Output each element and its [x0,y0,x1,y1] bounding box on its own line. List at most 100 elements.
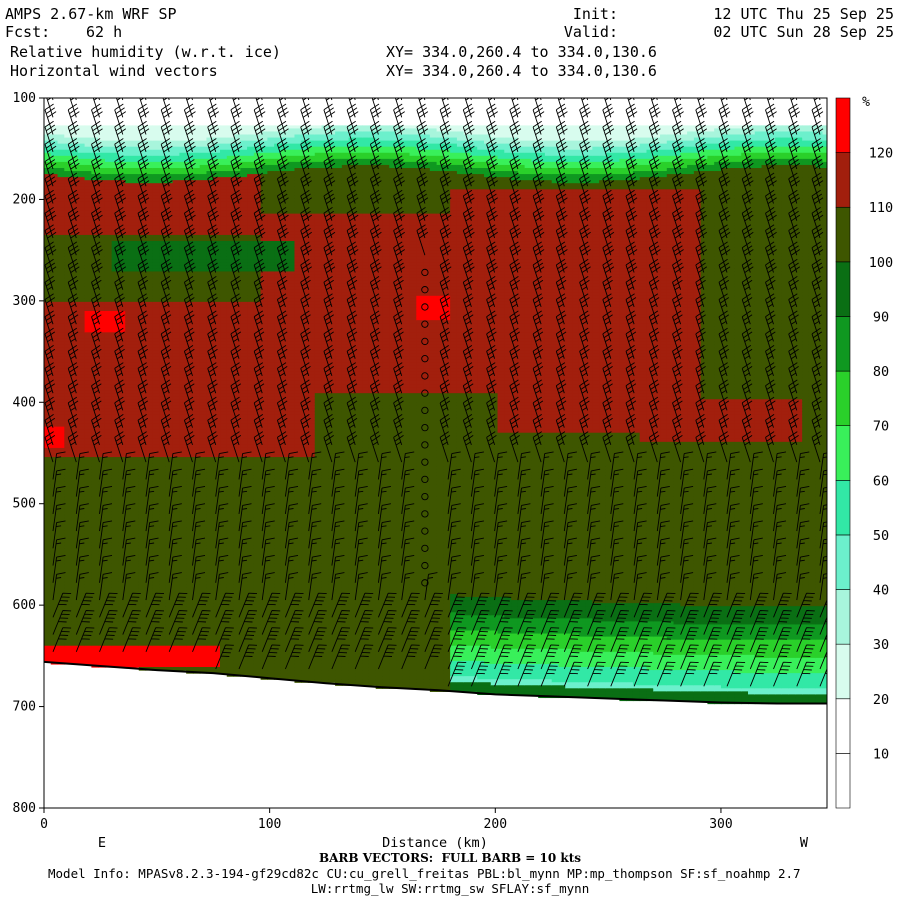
wind-barb [323,138,336,170]
wind-barb [67,207,80,239]
wind-barb [741,276,753,308]
calm-wind-marker [421,510,429,518]
wind-barb [446,98,449,101]
wind-barb [209,98,217,118]
wind-barb [369,396,381,428]
wind-barb [302,98,310,118]
wind-barb [610,661,629,687]
wind-barb [819,598,827,618]
wind-barb [587,520,601,549]
wind-barb [486,345,497,377]
calm-wind-marker [421,527,429,535]
wind-barb [183,103,196,135]
wind-barb [540,644,560,670]
wind-barb [160,241,173,273]
wind-barb [52,610,72,635]
wind-barb [439,207,452,239]
wind-barb [462,414,474,446]
wind-barb [555,207,568,239]
wind-barb [540,661,560,687]
wind-barb [238,554,252,583]
wind-barb [788,258,801,290]
wind-barb [207,362,218,394]
wind-barb [796,592,815,618]
x-tick-label: 100 [258,817,281,832]
wind-barb [765,103,777,135]
wind-barb [238,520,252,549]
wind-barb [819,667,827,687]
wind-barb [703,554,717,583]
wind-barb [192,554,206,583]
wind-barb [331,451,345,480]
wind-barb [462,310,474,342]
wind-barb [555,120,568,152]
wind-barb [819,521,827,549]
wind-barb [462,155,475,187]
colorbar-label: 40 [873,583,889,599]
wind-barb [718,172,731,204]
wind-barb [557,98,565,118]
wind-barb [773,644,792,670]
wind-barb [470,572,484,601]
wind-barb [765,414,776,446]
wind-barb [462,241,475,273]
wind-barb [695,103,708,135]
wind-barb [765,293,776,325]
wind-barb [192,503,206,532]
wind-barb [625,327,637,359]
wind-barb [672,414,683,446]
wind-barb [215,468,229,497]
wind-barb [532,172,545,204]
wind-barb [703,451,717,480]
wind-barb [230,431,242,463]
wind-barb [215,554,229,583]
wind-barb [192,572,206,601]
wind-barb [627,98,635,118]
wind-barb [532,224,545,256]
y-tick-label: 200 [13,192,36,207]
wind-barb [486,431,497,463]
wind-barb [160,396,172,428]
wind-barb [610,520,624,549]
wind-barb [346,155,359,187]
wind-barb [749,520,763,549]
wind-barb [811,224,824,256]
wind-barb [672,172,684,204]
wind-barb [509,414,520,446]
wind-barb [168,554,182,583]
wind-barb [555,362,567,394]
wind-barb [207,189,220,221]
wind-barb [416,224,429,256]
wind-barb [377,485,391,514]
wind-barb [625,345,637,377]
wind-barb [741,310,753,342]
wind-barb [672,327,683,359]
colorbar-swatch [835,480,851,536]
colorbar-swatch [835,753,851,809]
wind-barb [610,610,629,635]
wind-barb [393,241,405,273]
wind-barb [788,224,801,256]
wind-barb [486,172,498,204]
wind-barb [509,120,522,152]
wind-barb [656,661,676,687]
wind-barb [145,468,159,497]
wind-barb [238,503,252,532]
calm-wind-marker [421,492,429,501]
wind-barb [67,189,80,221]
wind-barb [183,345,195,377]
wind-barb [183,396,195,428]
calm-wind-marker [421,372,429,380]
wind-barb [377,610,397,635]
wind-barb [447,554,461,583]
wind-barb [625,396,637,428]
wind-barb [813,98,821,118]
wind-barb [348,98,356,118]
wind-barb [91,327,102,359]
wind-barb [633,554,647,583]
wind-barb [183,138,196,170]
wind-barb [811,276,823,308]
wind-barb [52,627,72,652]
wind-barb [253,345,265,377]
wind-barb [672,155,684,187]
